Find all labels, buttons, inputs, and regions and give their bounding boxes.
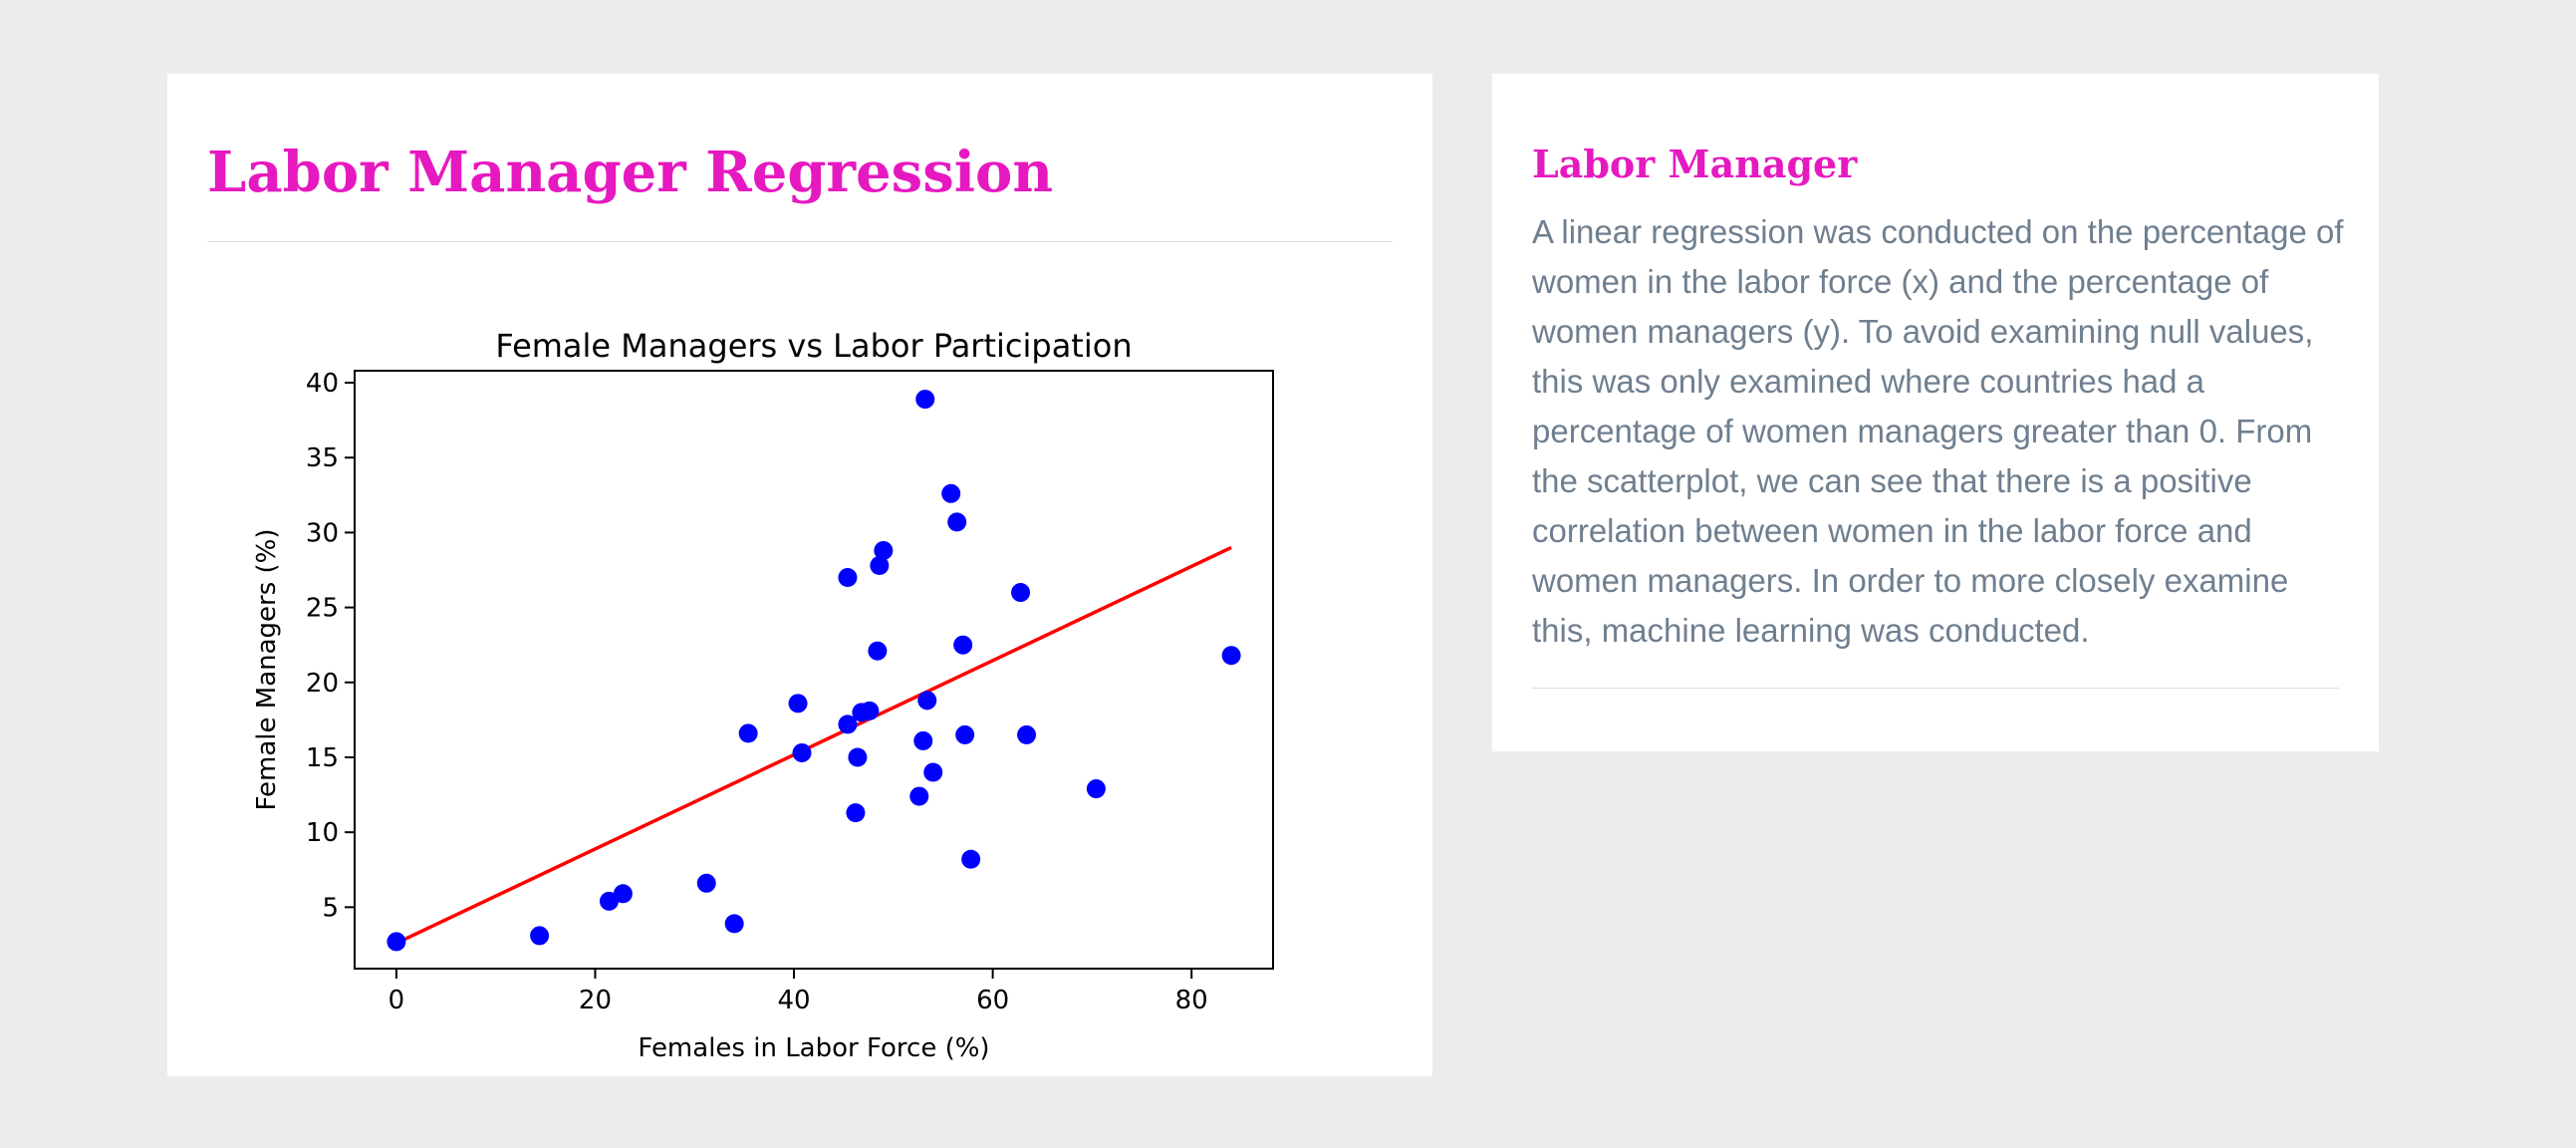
regression-line <box>395 545 1232 946</box>
data-point <box>915 390 935 410</box>
data-point <box>1017 724 1037 744</box>
data-point <box>738 723 758 743</box>
title-divider <box>207 241 1393 242</box>
data-point <box>923 762 943 782</box>
data-point <box>941 483 961 503</box>
x-axis-label: Females in Labor Force (%) <box>638 1033 989 1063</box>
data-point <box>868 641 888 661</box>
y-tick-label: 30 <box>306 518 339 548</box>
data-point <box>848 747 868 767</box>
scatter-chart: 0 20 40 60 80 5 10 15 20 25 30 35 40 Female Managers … <box>252 327 1274 1063</box>
y-tick-label: 5 <box>322 893 339 923</box>
description-card: Labor Manager A linear regression was co… <box>1492 74 2379 751</box>
data-point <box>788 694 808 714</box>
data-point <box>1221 646 1241 666</box>
plot-frame <box>354 370 1274 970</box>
data-point <box>913 730 933 750</box>
y-tick-label: 40 <box>306 369 339 399</box>
y-axis-label: Female Managers (%) <box>252 528 282 810</box>
page-title: Labor Manager Regression <box>207 140 1054 205</box>
data-point <box>792 742 812 762</box>
data-point <box>1011 583 1031 603</box>
data-point <box>696 873 716 893</box>
data-point <box>846 803 866 823</box>
data-point <box>874 540 894 560</box>
data-point <box>961 849 981 869</box>
chart-title: Female Managers vs Labor Participation <box>495 327 1132 365</box>
y-tick-label: 10 <box>306 818 339 848</box>
data-point <box>909 786 929 806</box>
data-point <box>955 724 975 744</box>
chart-card: Labor Manager Regression 0 20 40 60 80 5 10 15 2… <box>167 74 1432 1076</box>
x-tick-label: 60 <box>976 986 1009 1015</box>
description-heading: Labor Manager <box>1532 142 1858 186</box>
data-point <box>838 715 858 734</box>
x-tick-label: 20 <box>579 986 612 1015</box>
x-tick-label: 80 <box>1175 986 1208 1015</box>
data-point <box>838 568 858 588</box>
data-point <box>613 884 633 904</box>
description-text: A linear regression was conducted on the… <box>1532 213 2344 649</box>
data-point <box>724 914 744 934</box>
y-tick-label: 20 <box>306 669 339 699</box>
data-point <box>386 932 406 952</box>
data-point <box>860 701 880 720</box>
y-tick-label: 15 <box>306 743 339 773</box>
data-point <box>1086 779 1106 799</box>
y-tick-label: 35 <box>306 443 339 473</box>
y-tick-label: 25 <box>306 594 339 624</box>
data-point <box>953 635 973 655</box>
data-point <box>599 891 619 911</box>
x-tick-label: 40 <box>777 986 810 1015</box>
description-divider <box>1532 688 2339 689</box>
data-point <box>530 926 550 946</box>
data-point <box>870 555 890 575</box>
data-point <box>917 691 937 711</box>
data-point <box>947 512 967 532</box>
x-tick-label: 0 <box>388 986 405 1015</box>
